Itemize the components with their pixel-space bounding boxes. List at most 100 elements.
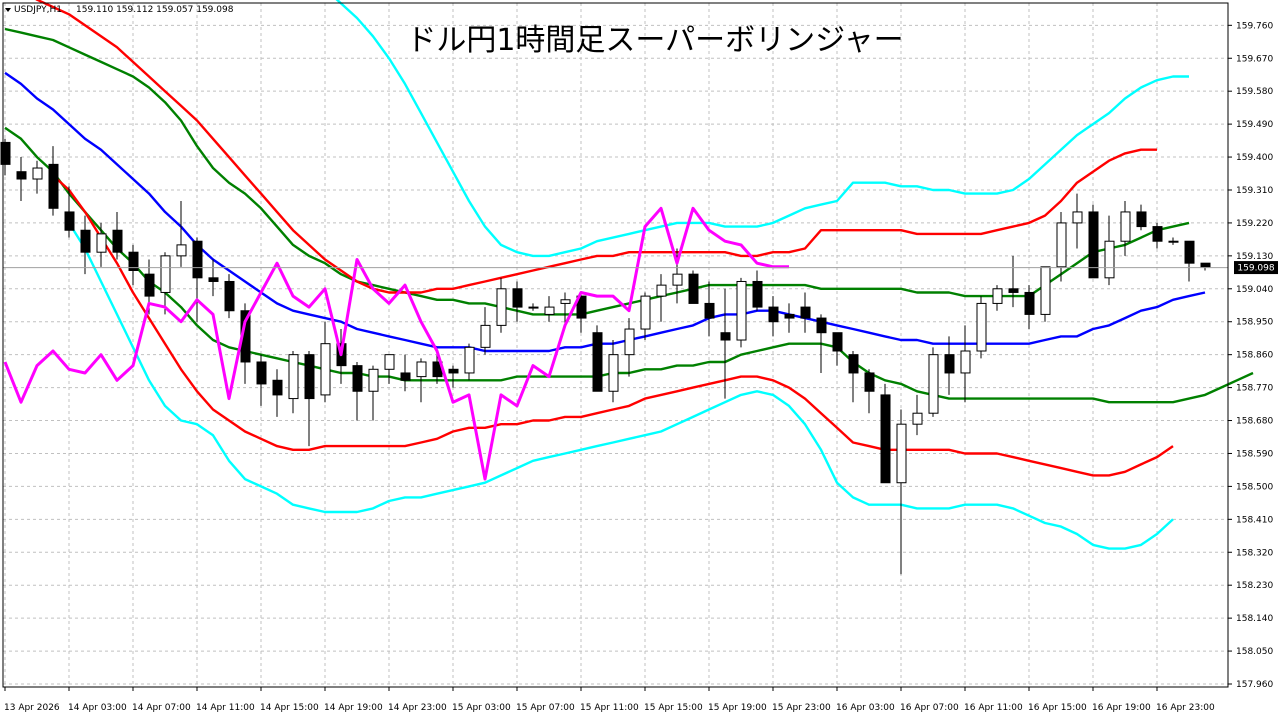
candle-body bbox=[672, 273, 683, 286]
candle-body bbox=[0, 141, 11, 165]
x-tick-label: 14 Apr 19:00 bbox=[324, 703, 383, 713]
candle bbox=[1056, 211, 1067, 282]
candle-body bbox=[1184, 240, 1195, 264]
y-tick-label: 158.770 bbox=[1236, 384, 1273, 394]
candle bbox=[80, 215, 91, 275]
candle-body bbox=[416, 361, 427, 378]
candle-body bbox=[976, 302, 987, 352]
candle bbox=[1136, 204, 1147, 231]
y-tick-label: 159.490 bbox=[1236, 120, 1273, 130]
y-tick-label: 158.950 bbox=[1236, 318, 1273, 328]
candle bbox=[784, 303, 795, 333]
chart-header: USDJPY,H1 159.110 159.112 159.057 159.09… bbox=[5, 5, 234, 15]
y-tick-label: 159.760 bbox=[1236, 21, 1273, 31]
candle-body bbox=[832, 332, 843, 352]
x-tick-label: 15 Apr 07:00 bbox=[516, 703, 575, 713]
candle bbox=[688, 270, 699, 304]
candle-body bbox=[768, 306, 779, 323]
candle-body bbox=[64, 211, 75, 231]
candle-body bbox=[800, 306, 811, 319]
candle-body bbox=[608, 354, 619, 392]
candle bbox=[608, 340, 619, 403]
candle bbox=[288, 351, 299, 414]
candle-body bbox=[624, 328, 635, 356]
candle bbox=[384, 354, 395, 384]
candle bbox=[112, 211, 123, 260]
candle-body bbox=[736, 280, 747, 341]
candle-body bbox=[384, 354, 395, 370]
candle-body bbox=[1072, 211, 1083, 224]
candle bbox=[880, 383, 891, 484]
y-tick-label: 159.220 bbox=[1236, 219, 1273, 229]
candle bbox=[928, 347, 939, 417]
candle bbox=[448, 365, 459, 388]
candle bbox=[304, 351, 315, 447]
current-price-badge-bg bbox=[1234, 261, 1278, 275]
candle bbox=[992, 285, 1003, 311]
candle-body bbox=[448, 368, 459, 374]
y-tick-label: 158.680 bbox=[1236, 417, 1273, 427]
candle-body bbox=[32, 167, 43, 180]
y-tick-label: 158.590 bbox=[1236, 449, 1273, 459]
candle bbox=[400, 354, 411, 392]
candle bbox=[176, 200, 187, 267]
candle-body bbox=[928, 354, 939, 414]
x-tick-label: 16 Apr 07:00 bbox=[900, 703, 959, 713]
candle bbox=[592, 325, 603, 392]
candle-body bbox=[1152, 226, 1163, 242]
y-tick-label: 159.310 bbox=[1236, 186, 1273, 196]
x-axis: 13 Apr 2026 14 Apr 03:00 14 Apr 07:00 14 Ap… bbox=[4, 687, 1215, 713]
candle bbox=[160, 252, 171, 315]
candle-body bbox=[48, 163, 59, 209]
candle bbox=[1152, 222, 1163, 249]
x-tick-label: 14 Apr 07:00 bbox=[132, 703, 191, 713]
candle-body bbox=[272, 379, 283, 396]
candle-body bbox=[752, 280, 763, 308]
candle bbox=[1120, 200, 1131, 256]
x-tick-label: 15 Apr 23:00 bbox=[772, 703, 831, 713]
candle bbox=[896, 409, 907, 575]
candle bbox=[0, 138, 11, 176]
candle bbox=[816, 314, 827, 373]
candle-body bbox=[640, 295, 651, 330]
down-triangle-icon bbox=[5, 8, 11, 12]
y-tick-label: 159.400 bbox=[1236, 153, 1273, 163]
candle bbox=[224, 274, 235, 319]
candle-body bbox=[496, 288, 507, 326]
candle-body bbox=[560, 299, 571, 304]
candle-body bbox=[144, 273, 155, 297]
y-tick-label: 158.410 bbox=[1236, 515, 1273, 525]
ohlc-label: 159.110 159.112 159.057 159.098 bbox=[76, 5, 234, 15]
candle-body bbox=[304, 354, 315, 400]
y-axis: 159.760 159.670 159.580 159.490 159.400 159.3… bbox=[1228, 21, 1273, 690]
candle bbox=[832, 332, 843, 366]
x-tick-label: 15 Apr 19:00 bbox=[708, 703, 767, 713]
candle-body bbox=[464, 346, 475, 374]
symbol-label: USDJPY,H1 bbox=[14, 5, 62, 15]
candle-body bbox=[960, 350, 971, 374]
candle-body bbox=[848, 354, 859, 374]
candle bbox=[1008, 255, 1019, 308]
candle bbox=[320, 321, 331, 403]
candle bbox=[496, 277, 507, 333]
candle bbox=[256, 354, 267, 406]
y-tick-label: 158.140 bbox=[1236, 614, 1273, 624]
candle bbox=[32, 160, 43, 194]
candle bbox=[1040, 266, 1051, 322]
candle-body bbox=[944, 354, 955, 374]
candle-body bbox=[192, 240, 203, 279]
candle bbox=[272, 369, 283, 417]
candle-body bbox=[1200, 262, 1211, 268]
candle bbox=[544, 296, 555, 322]
candle bbox=[192, 237, 203, 322]
candle-body bbox=[880, 394, 891, 484]
series-line-sigma3-upper bbox=[335, 0, 1189, 258]
candle bbox=[736, 277, 747, 348]
series-line-sma bbox=[4, 71, 1206, 353]
candle bbox=[768, 296, 779, 337]
series-line-sigma3-lower bbox=[67, 222, 1174, 550]
x-tick-label: 14 Apr 15:00 bbox=[260, 703, 319, 713]
lagging-span bbox=[3, 206, 789, 481]
